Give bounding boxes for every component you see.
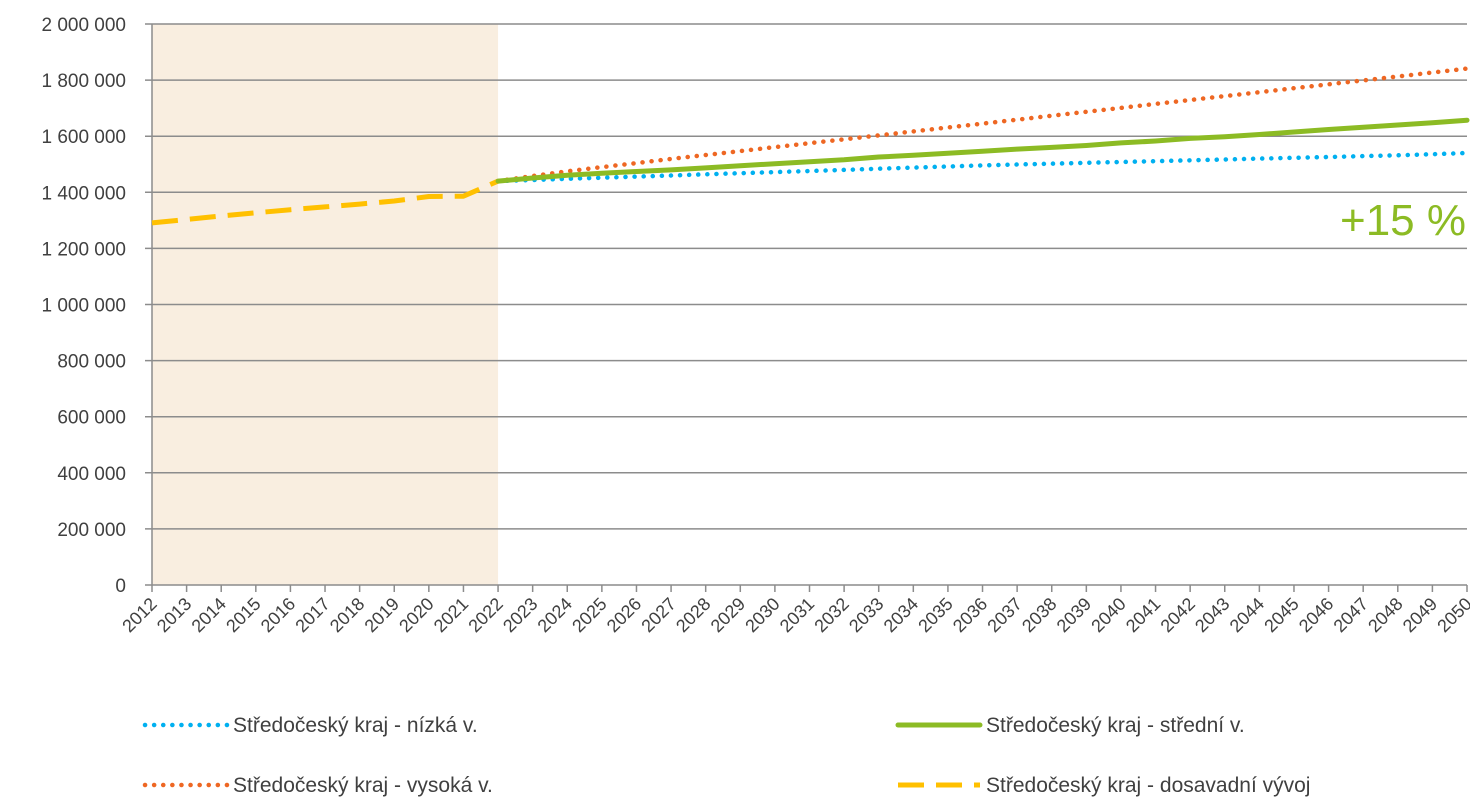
x-tick-label: 2020 <box>395 594 437 636</box>
x-tick-label: 2028 <box>672 594 714 636</box>
y-tick-label: 400 000 <box>57 464 126 485</box>
x-tick-label: 2024 <box>534 594 576 636</box>
growth-annotation: +15 % <box>1340 196 1466 245</box>
x-tick-label: 2017 <box>291 594 333 636</box>
y-tick-label: 1 400 000 <box>41 183 126 204</box>
y-tick-label: 1 800 000 <box>41 71 126 92</box>
x-tick-label: 2049 <box>1399 594 1441 636</box>
legend-label: Středočeský kraj - střední v. <box>986 714 1245 737</box>
axes <box>145 24 1468 592</box>
x-tick-label: 2014 <box>188 594 230 636</box>
y-tick-label: 1 200 000 <box>41 239 126 260</box>
x-tick-label: 2048 <box>1364 594 1406 636</box>
series-line-st-edn-v- <box>495 117 1470 184</box>
legend-item: Středočeský kraj - nízká v. <box>142 714 478 737</box>
x-tick-label: 2039 <box>1053 594 1095 636</box>
x-tick-label: 2034 <box>880 594 922 636</box>
y-axis-tick-labels: 0 200 000 400 000 600 000 800 000 1 000 000 1 … <box>41 15 126 597</box>
x-tick-label: 2023 <box>499 594 541 636</box>
x-tick-label: 2037 <box>984 594 1026 636</box>
legend-item: Středočeský kraj - vysoká v. <box>142 774 493 797</box>
series-lines <box>151 66 1470 226</box>
x-tick-label: 2018 <box>326 594 368 636</box>
y-tick-label: 600 000 <box>57 408 126 429</box>
y-tick-label: 800 000 <box>57 352 126 373</box>
x-tick-label: 2030 <box>741 594 783 636</box>
legend-item: Středočeský kraj - dosavadní vývoj <box>898 774 1310 797</box>
legend-item: Středočeský kraj - střední v. <box>895 714 1245 737</box>
x-tick-label: 2027 <box>637 594 679 636</box>
x-tick-label: 2041 <box>1122 594 1164 636</box>
x-tick-label: 2044 <box>1226 594 1268 636</box>
legend-label: Středočeský kraj - nízká v. <box>233 714 478 737</box>
x-tick-label: 2022 <box>464 594 506 636</box>
series-line-dosavadn-v-voj <box>151 178 500 226</box>
legend-label: Středočeský kraj - vysoká v. <box>233 774 493 797</box>
x-tick-label: 2019 <box>361 594 403 636</box>
x-tick-label: 2047 <box>1330 594 1372 636</box>
y-tick-label: 0 <box>115 576 126 597</box>
gridlines <box>145 23 1467 530</box>
x-tick-label: 2033 <box>845 594 887 636</box>
x-tick-label: 2026 <box>603 594 645 636</box>
x-tick-label: 2031 <box>776 594 818 636</box>
x-tick-label: 2015 <box>222 594 264 636</box>
x-tick-label: 2038 <box>1018 594 1060 636</box>
x-tick-label: 2036 <box>949 594 991 636</box>
series-line-vysok-v- <box>495 66 1470 184</box>
y-tick-label: 1 600 000 <box>41 127 126 148</box>
x-tick-label: 2012 <box>118 594 160 636</box>
x-tick-label: 2045 <box>1260 594 1302 636</box>
x-tick-label: 2025 <box>568 594 610 636</box>
y-tick-label: 200 000 <box>57 520 126 541</box>
y-tick-label: 1 000 000 <box>41 296 126 317</box>
x-tick-label: 2029 <box>707 594 749 636</box>
x-tick-label: 2013 <box>153 594 195 636</box>
x-axis-tick-labels: 2012201320142015201620172018201920202021… <box>118 594 1470 636</box>
x-tick-label: 2040 <box>1087 594 1129 636</box>
x-tick-label: 2021 <box>430 594 472 636</box>
y-tick-label: 2 000 000 <box>41 15 126 36</box>
x-tick-label: 2016 <box>257 594 299 636</box>
x-tick-label: 2042 <box>1157 594 1199 636</box>
x-tick-label: 2043 <box>1191 594 1233 636</box>
legend: Středočeský kraj - nízká v. Středočeský k… <box>142 714 1310 797</box>
legend-label: Středočeský kraj - dosavadní vývoj <box>986 774 1310 797</box>
series-line-n-zk-v- <box>495 150 1470 184</box>
x-tick-label: 2046 <box>1295 594 1337 636</box>
x-tick-label: 2032 <box>810 594 852 636</box>
x-tick-label: 2035 <box>914 594 956 636</box>
x-tick-label: 2050 <box>1433 594 1470 636</box>
